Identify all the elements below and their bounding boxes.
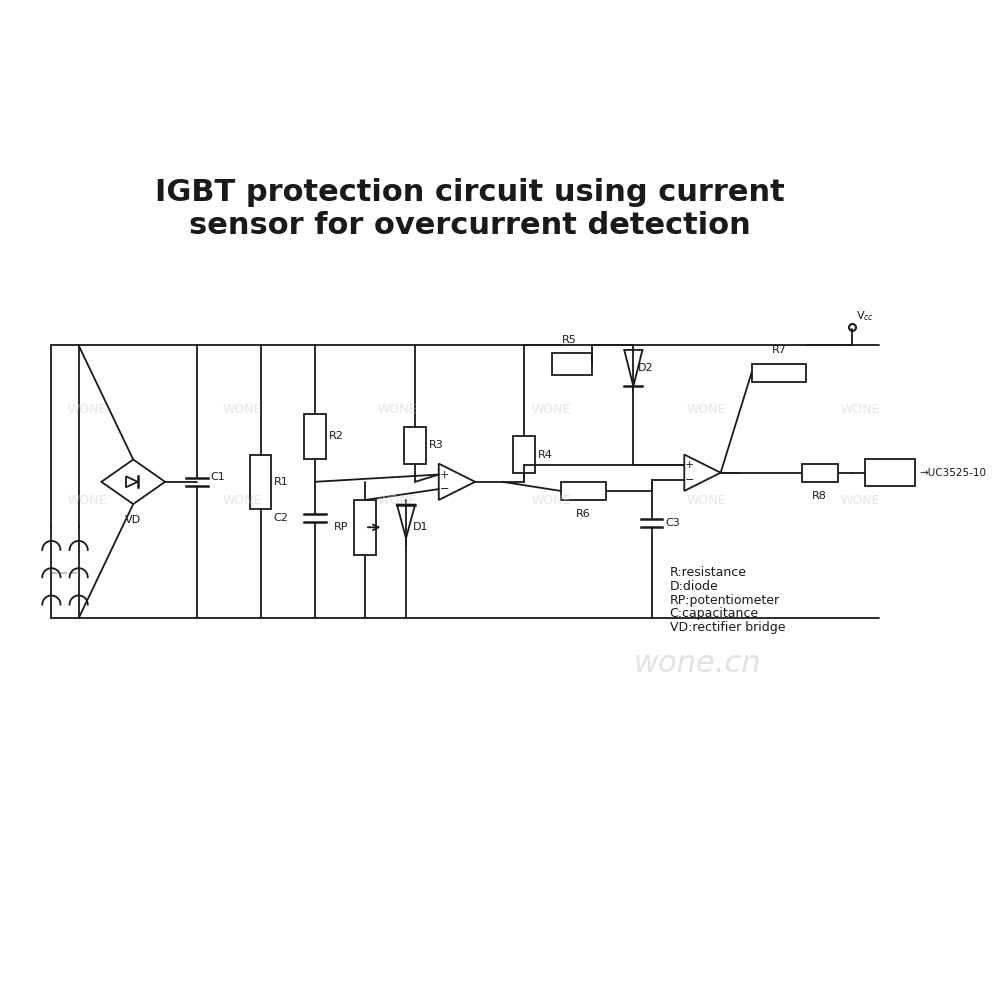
Text: C1: C1	[211, 472, 225, 482]
Text: RP: RP	[334, 522, 349, 532]
Text: WONE: WONE	[223, 403, 262, 416]
Text: R3: R3	[429, 440, 444, 450]
Text: WONE: WONE	[377, 494, 417, 507]
Text: D2: D2	[638, 363, 654, 373]
Text: WONE: WONE	[532, 494, 571, 507]
Text: IGBT protection circuit using current
sensor for overcurrent detection: IGBT protection circuit using current se…	[155, 178, 785, 240]
Text: C:capacitance: C:capacitance	[670, 607, 759, 620]
Text: R7: R7	[771, 345, 786, 355]
Text: −: −	[685, 475, 694, 485]
Text: WONE: WONE	[686, 403, 726, 416]
Text: R4: R4	[538, 450, 553, 460]
Polygon shape	[126, 476, 138, 487]
Bar	[561, 482, 606, 500]
Bar	[802, 464, 838, 482]
Text: R6: R6	[576, 509, 591, 519]
Bar	[304, 414, 326, 459]
Text: VD: VD	[125, 515, 141, 525]
Text: WONE: WONE	[68, 494, 107, 507]
Bar	[752, 364, 806, 382]
Text: D:diode: D:diode	[670, 580, 718, 593]
Text: R:resistance: R:resistance	[670, 566, 747, 579]
Text: R1: R1	[274, 477, 289, 487]
Bar	[404, 427, 426, 464]
Bar	[250, 455, 271, 509]
Bar	[513, 436, 535, 473]
Bar	[865, 459, 915, 486]
Text: R2: R2	[329, 431, 344, 441]
Polygon shape	[397, 505, 415, 538]
Text: →UC3525-10: →UC3525-10	[920, 468, 987, 478]
Text: WONE: WONE	[532, 403, 571, 416]
Text: WONE: WONE	[841, 403, 880, 416]
Text: D1: D1	[413, 522, 429, 532]
Text: WONE: WONE	[68, 403, 107, 416]
Text: V$_{cc}$: V$_{cc}$	[856, 309, 874, 323]
Text: RP:potentiometer: RP:potentiometer	[670, 594, 780, 607]
Bar	[354, 500, 376, 555]
Text: R8: R8	[812, 491, 827, 501]
Text: VD:rectifier bridge: VD:rectifier bridge	[670, 621, 785, 634]
Bar	[552, 353, 592, 375]
Text: C2: C2	[273, 513, 288, 523]
Text: +: +	[685, 460, 694, 470]
Text: WONE: WONE	[377, 403, 417, 416]
Text: WONE: WONE	[686, 494, 726, 507]
Polygon shape	[624, 350, 642, 386]
Text: +: +	[440, 470, 449, 480]
Text: −: −	[440, 484, 449, 494]
Text: WONE: WONE	[841, 494, 880, 507]
Text: C3: C3	[665, 518, 680, 528]
Text: wone.cn: wone.cn	[633, 649, 761, 678]
Text: R5: R5	[562, 335, 577, 345]
Text: WONE: WONE	[223, 494, 262, 507]
